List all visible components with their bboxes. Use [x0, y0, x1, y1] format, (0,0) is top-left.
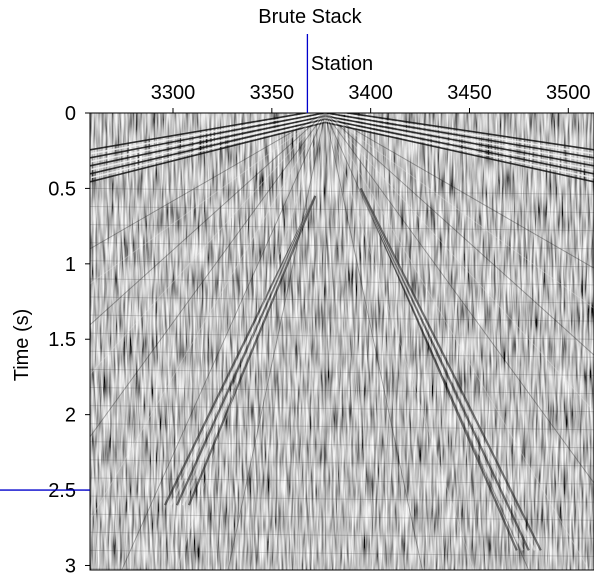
reflection-band	[90, 567, 259, 570]
x-axis-ticks: 3300 3350 3400 3450 3500	[151, 82, 591, 113]
reflection-band	[90, 314, 594, 322]
first-break-right-event-line	[325, 113, 594, 159]
reflection-band	[90, 242, 594, 250]
apex-fan-line	[276, 113, 326, 570]
x-tick-label: 3500	[546, 82, 591, 104]
y-tick-label: 2.5	[48, 480, 76, 502]
y-axis-label: Time (s)	[11, 309, 33, 382]
first-break-right-event-line	[331, 113, 594, 155]
apex-fan-line	[90, 113, 326, 375]
reflection-band	[90, 278, 594, 286]
first-break-left-event-line	[90, 120, 326, 179]
chart-title: Brute Stack	[258, 6, 362, 28]
seismic-events	[90, 113, 594, 570]
apex-fan-line	[324, 113, 374, 570]
first-break-left-event-line	[90, 113, 326, 163]
apex-fan-line	[324, 113, 590, 570]
seismic-texture	[90, 113, 594, 570]
reflection-band	[90, 405, 594, 413]
apex-fan-line	[324, 113, 594, 484]
first-break-left-event-line	[90, 113, 311, 151]
reflection-band	[90, 549, 594, 557]
plot-area	[90, 113, 594, 570]
apex-fan-line	[324, 113, 594, 356]
reflection-band	[90, 206, 594, 214]
reflection-band	[90, 477, 594, 485]
x-tick-label: 3450	[447, 82, 492, 104]
first-break-left-event-line	[90, 116, 326, 171]
y-tick-label: 1	[65, 254, 76, 276]
first-break-left-event-line	[90, 113, 326, 159]
first-break-left-event-line	[90, 115, 326, 167]
first-break-right-event-line	[325, 120, 594, 179]
plot-frame	[89, 112, 594, 571]
reflection-band	[90, 441, 594, 449]
reflection-band	[90, 224, 594, 232]
apex-fan-line	[90, 113, 326, 285]
first-break-right-event-line	[342, 113, 594, 151]
y-tick-label: 2	[65, 405, 76, 427]
reflection-band	[90, 187, 594, 195]
first-break-left-event-line	[90, 113, 320, 155]
reflection-band	[90, 387, 594, 395]
crosshair	[0, 34, 309, 491]
y-tick-label: 0.5	[48, 178, 76, 200]
reflection-band	[90, 513, 594, 521]
reflection-band	[90, 495, 594, 503]
x-tick-label: 3400	[348, 82, 393, 104]
apex-fan-line	[176, 113, 326, 570]
first-break-left-event-line	[90, 118, 326, 175]
y-tick-label: 1.5	[48, 329, 76, 351]
apex-fan-line	[90, 113, 326, 522]
first-break-right-event-line	[325, 118, 594, 175]
apex-fan-line	[324, 113, 475, 570]
apex-fan-line	[324, 113, 423, 570]
x-tick-label: 3350	[250, 82, 295, 104]
y-tick-label: 3	[65, 555, 76, 573]
y-axis-ticks: 0 0.5 1 1.5 2 2.5 3	[48, 103, 90, 573]
reflection-band	[90, 296, 594, 304]
y-tick-label: 0	[65, 103, 76, 125]
ground-roll-left-event-line	[187, 195, 317, 506]
ground-roll-right-event-line	[359, 187, 542, 551]
reflection-band	[90, 260, 594, 268]
reflection-band	[90, 350, 594, 358]
first-break-right-event-line	[325, 116, 594, 171]
first-break-left-event-line	[90, 121, 326, 183]
reflection-band	[90, 423, 594, 431]
first-break-right-event-line	[325, 113, 594, 163]
apex-fan-line	[90, 113, 326, 250]
apex-fan-line	[227, 113, 326, 570]
reflection-band	[90, 368, 594, 376]
reflection-band	[90, 459, 594, 467]
first-break-right-event-line	[325, 121, 594, 183]
reflection-band	[90, 531, 594, 539]
apex-fan-line	[324, 113, 594, 309]
apex-fan-line	[90, 113, 326, 326]
apex-fan-line	[324, 113, 594, 413]
first-break-right-event-line	[325, 115, 594, 167]
x-tick-label: 3300	[151, 82, 196, 104]
x-axis-label: Station	[311, 53, 373, 75]
apex-fan-line	[324, 113, 594, 269]
apex-fan-line	[90, 113, 326, 438]
reflection-band	[90, 332, 594, 340]
